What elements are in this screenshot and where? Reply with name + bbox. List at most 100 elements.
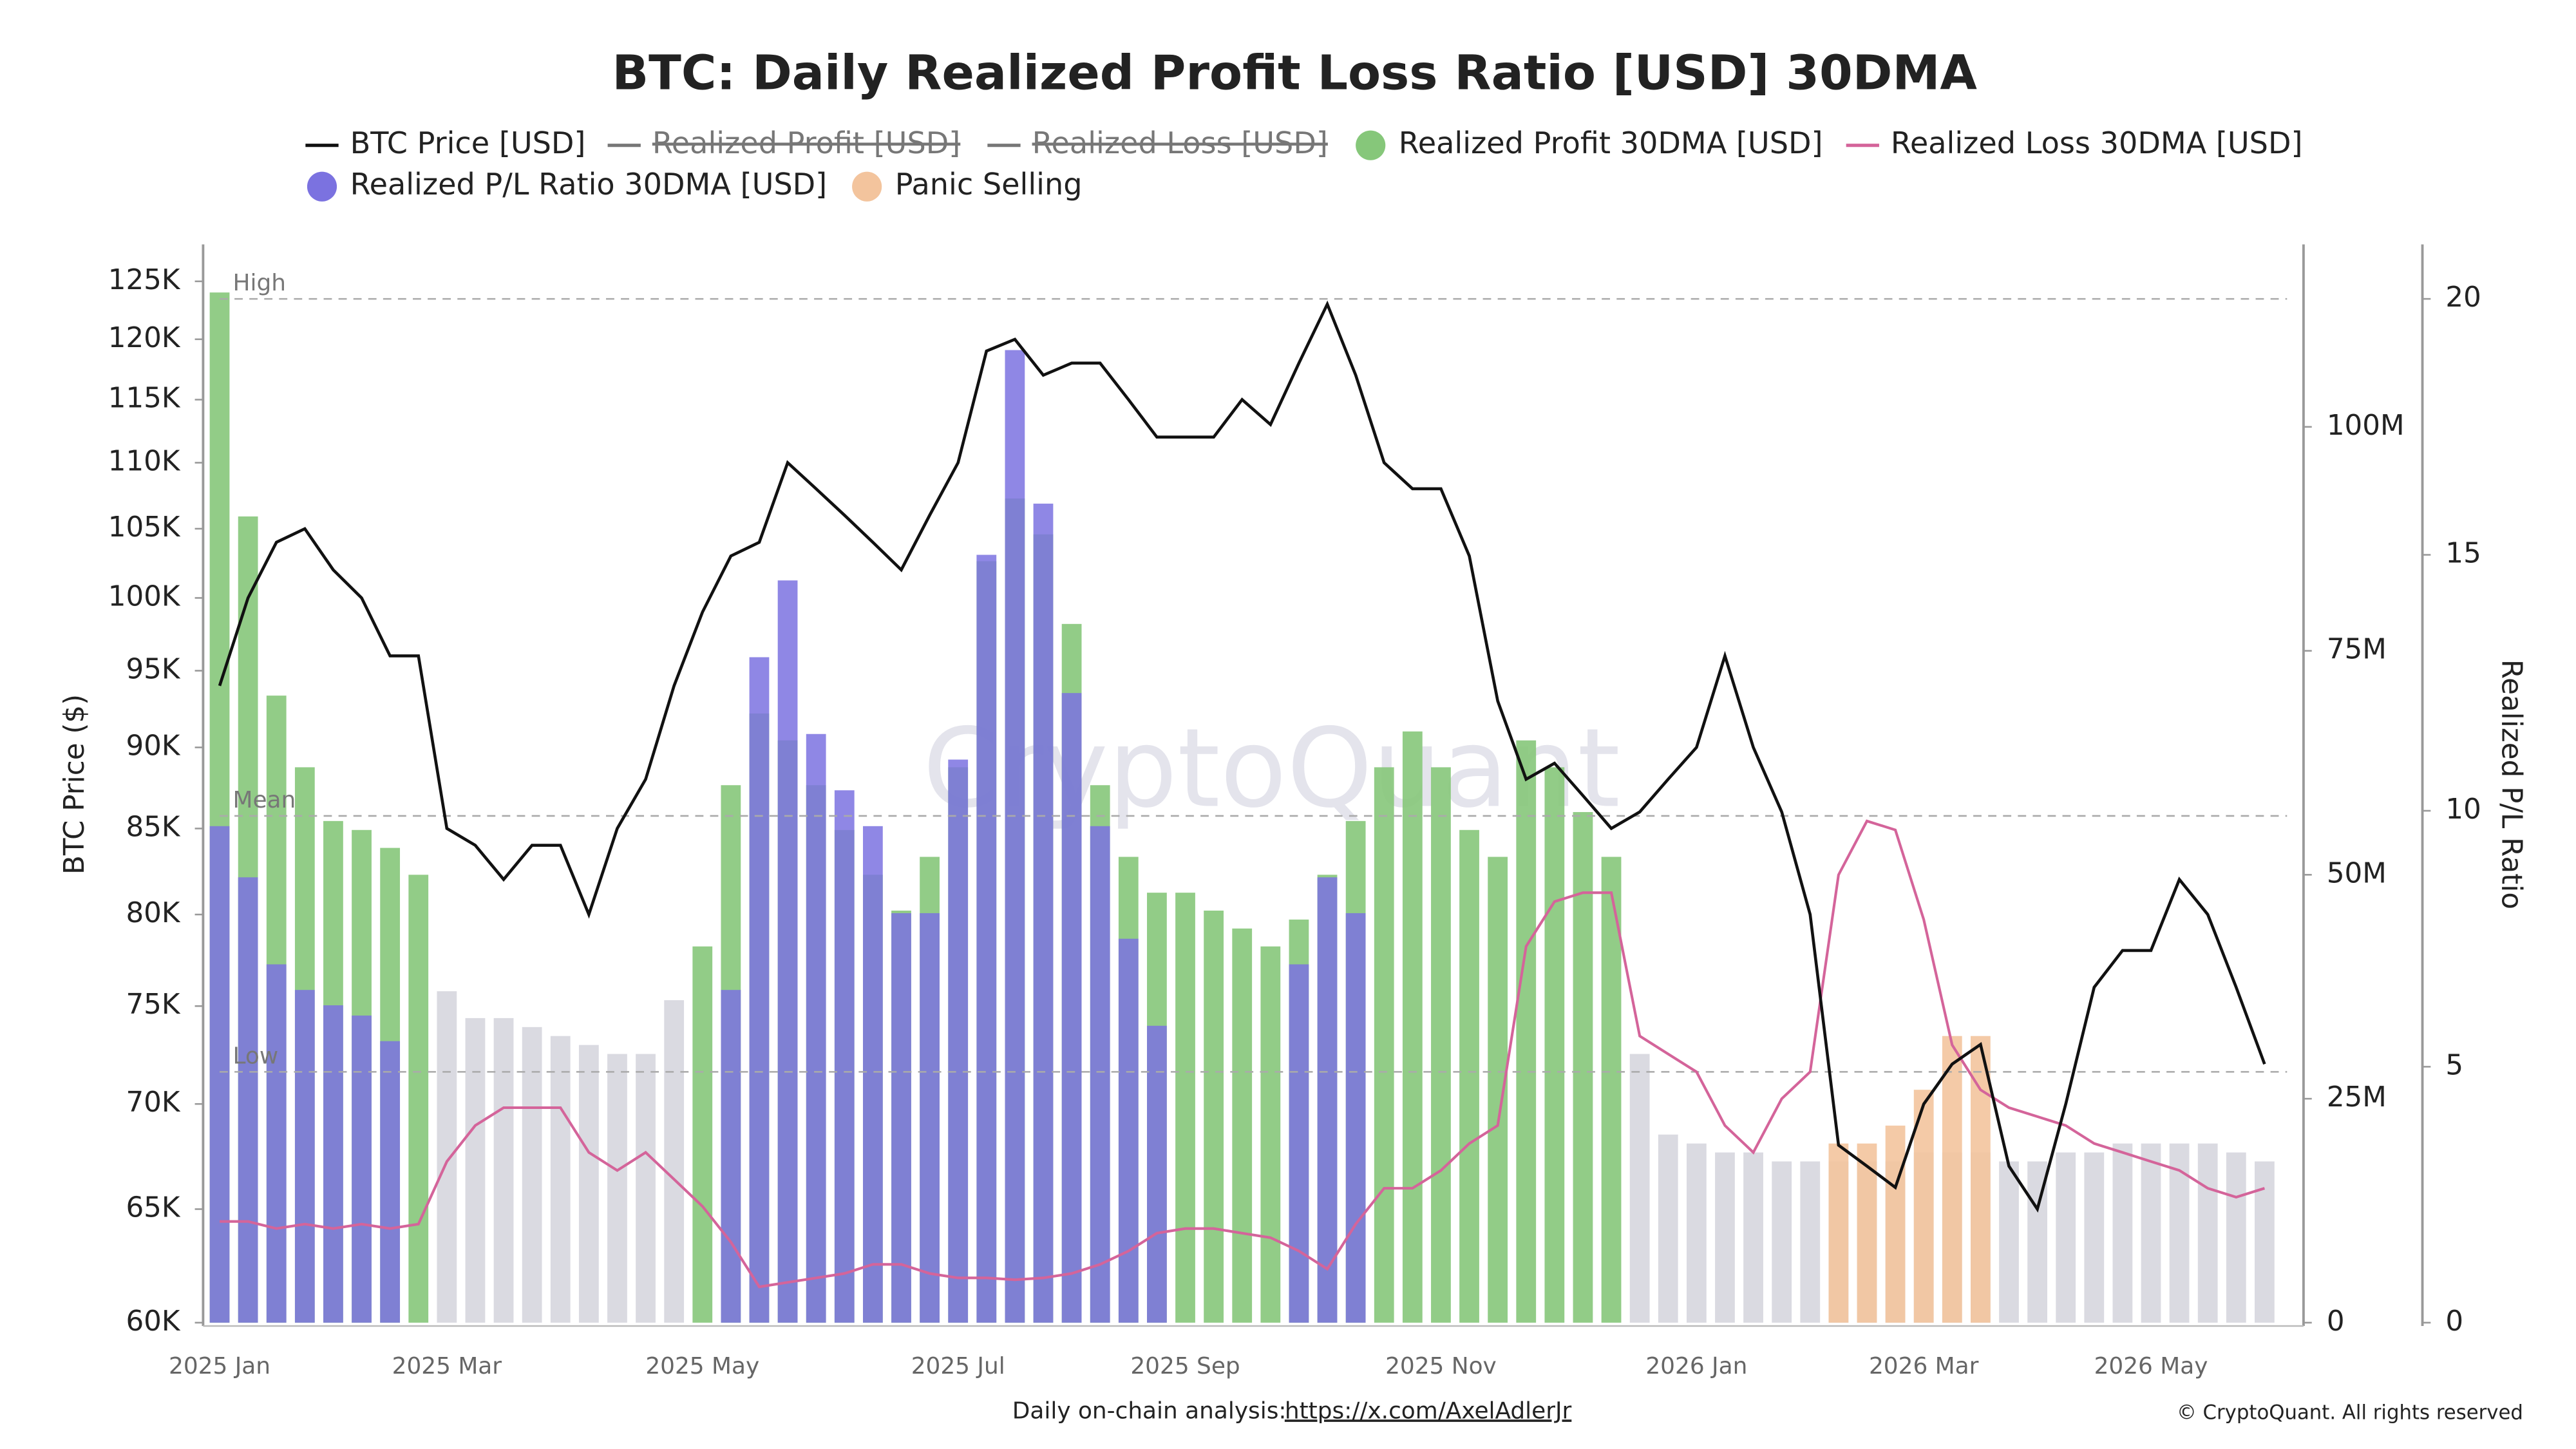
y-tick-label: 120K: [108, 322, 181, 354]
bar: [2226, 1152, 2246, 1323]
y3-tick-label: 15: [2445, 538, 2481, 570]
bar: [1544, 767, 1565, 1323]
y-tick-label: 115K: [108, 383, 181, 415]
line: [218, 300, 2266, 1213]
bar: [2255, 1161, 2275, 1323]
bar: [294, 990, 315, 1323]
bar: [777, 580, 798, 1323]
bar: [1772, 1161, 1792, 1323]
bar: [976, 554, 997, 1323]
y3-tick-label: 10: [2445, 793, 2481, 826]
y2-tick-label: 100M: [2327, 410, 2405, 442]
bar: [1885, 1125, 1906, 1323]
legend-label: BTC Price [USD]: [350, 126, 586, 160]
bar: [806, 734, 826, 1323]
y-tick-label: 110K: [108, 445, 181, 477]
bar: [2197, 1143, 2218, 1323]
bar: [2056, 1152, 2076, 1323]
bar: [1005, 350, 1025, 1323]
x-tick-label: 2025 Sep: [1130, 1353, 1240, 1379]
bar: [238, 877, 258, 1323]
bar: [522, 1027, 542, 1323]
bar: [578, 1045, 599, 1323]
x-tick-label: 2025 Nov: [1385, 1353, 1497, 1379]
bar: [1971, 1036, 1991, 1323]
y-tick-label: 100K: [108, 580, 181, 612]
bar: [1090, 826, 1110, 1323]
bar: [1459, 829, 1479, 1323]
y-tick-label: 95K: [126, 653, 180, 685]
bar: [664, 1000, 685, 1323]
footer-link[interactable]: https://x.com/AxelAdlerJr: [1285, 1397, 1572, 1424]
bar: [2084, 1152, 2105, 1323]
legend-marker: [1356, 130, 1386, 160]
x-tick-label: 2025 Mar: [392, 1353, 502, 1379]
bar: [948, 759, 969, 1323]
bar: [1857, 1143, 1877, 1323]
bar: [721, 990, 741, 1323]
bar: [1345, 913, 1366, 1323]
bar: [1061, 693, 1082, 1323]
bar: [862, 826, 883, 1323]
x-tick-label: 2025 Jan: [169, 1353, 270, 1379]
reference-label: Mean: [233, 787, 296, 813]
reference-label: Low: [233, 1043, 279, 1069]
bar: [465, 1018, 486, 1323]
bar: [1629, 1054, 1650, 1323]
bar: [1743, 1152, 1763, 1323]
bar: [1913, 1090, 1934, 1323]
bar: [920, 913, 940, 1323]
bar: [266, 964, 287, 1323]
bar: [209, 826, 230, 1323]
bar: [1942, 1036, 1962, 1323]
bar: [2112, 1143, 2133, 1323]
x-tick-label: 2026 Mar: [1869, 1353, 1979, 1379]
bar: [550, 1036, 571, 1323]
bar: [1260, 946, 1281, 1323]
legend-label: Realized Loss 30DMA [USD]: [1891, 126, 2303, 160]
bar: [1516, 740, 1537, 1323]
legend-label: Panic Selling: [895, 167, 1083, 202]
line: [220, 819, 2266, 1289]
y3-tick-label: 0: [2445, 1305, 2463, 1338]
legend-label: Realized Loss [USD]: [1032, 126, 1328, 160]
bar: [1402, 731, 1423, 1323]
bar: [1175, 893, 1195, 1323]
bar: [1374, 767, 1394, 1323]
bar: [1828, 1143, 1849, 1323]
bar: [1658, 1134, 1678, 1323]
legend-label: Realized Profit [USD]: [652, 126, 960, 160]
x-tick-label: 2026 Jan: [1645, 1353, 1747, 1379]
legend-label: Realized P/L Ratio 30DMA [USD]: [350, 167, 828, 202]
legend-marker: [852, 171, 882, 202]
bar: [493, 1018, 514, 1323]
bar: [1289, 964, 1309, 1323]
y2-tick-label: 50M: [2327, 857, 2387, 889]
bar: [834, 790, 855, 1323]
bar: [692, 946, 713, 1323]
bar: [2141, 1143, 2161, 1323]
bar: [323, 1005, 343, 1323]
y-tick-label: 80K: [126, 897, 180, 929]
bar: [1686, 1143, 1707, 1323]
y-tick-label: 60K: [126, 1305, 180, 1338]
x-tick-label: 2025 May: [645, 1353, 759, 1379]
y-tick-label: 125K: [108, 264, 181, 296]
bar: [1033, 504, 1054, 1323]
copyright: © CryptoQuant. All rights reserved: [2177, 1401, 2523, 1424]
bar: [1601, 857, 1622, 1323]
y-axis-label: BTC Price ($): [59, 694, 91, 875]
legend-marker: [307, 171, 337, 202]
bar: [1317, 877, 1338, 1323]
bar: [607, 1054, 627, 1323]
bar: [1204, 910, 1224, 1323]
bar: [1147, 1025, 1167, 1323]
footer-text: Daily on-chain analysis:: [1012, 1397, 1287, 1424]
y2-tick-label: 25M: [2327, 1081, 2387, 1113]
bar: [1715, 1152, 1735, 1323]
bar: [636, 1054, 656, 1323]
watermark: CryptoQuant: [923, 705, 1620, 832]
legend-label: Realized Profit 30DMA [USD]: [1399, 126, 1823, 160]
